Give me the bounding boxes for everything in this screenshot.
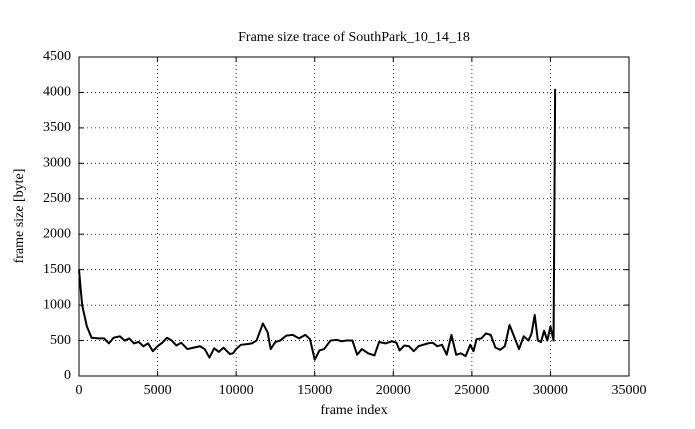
y-tick-label: 2000 [43, 226, 71, 241]
data-line [78, 88, 557, 361]
x-tick-label: 30000 [533, 383, 568, 398]
x-tick-label: 10000 [219, 383, 254, 398]
y-tick-label: 1000 [43, 297, 71, 312]
y-tick-label: 1500 [43, 262, 71, 277]
y-tick-label: 4500 [43, 49, 71, 64]
y-tick-label: 0 [64, 368, 71, 383]
plot-frame [78, 56, 630, 377]
y-tick-label: 4000 [43, 85, 71, 100]
y-tick-label: 500 [50, 333, 71, 348]
x-tick-label: 35000 [612, 383, 647, 398]
y-axis-label: frame size [byte] [12, 169, 27, 264]
chart-title: Frame size trace of SouthPark_10_14_18 [238, 30, 470, 45]
x-axis-label: frame index [320, 403, 387, 418]
y-tick-label: 3000 [43, 156, 71, 171]
y-tick-label: 3500 [43, 120, 71, 135]
x-tick-label: 0 [76, 383, 83, 398]
x-tick-label: 20000 [376, 383, 411, 398]
x-tick-label: 15000 [297, 383, 332, 398]
x-tick-label: 25000 [454, 383, 489, 398]
x-tick-label: 5000 [144, 383, 172, 398]
y-tick-label: 2500 [43, 191, 71, 206]
